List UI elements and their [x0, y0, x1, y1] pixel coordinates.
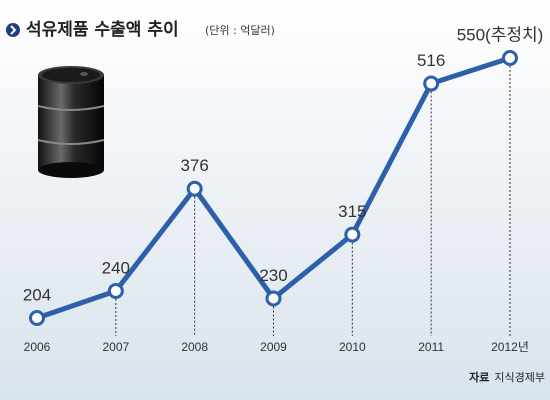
oil-barrel	[37, 66, 105, 178]
x-tick-label: 2011	[418, 340, 444, 354]
x-tick-label: 2012년	[491, 340, 529, 354]
source-text: 지식경제부	[494, 371, 545, 384]
data-point	[29, 310, 45, 326]
title-icon	[6, 23, 20, 37]
value-label: 550(추정치)	[457, 25, 544, 44]
source: 자료 지식경제부	[469, 370, 545, 384]
value-label: 516	[417, 51, 445, 70]
data-point	[265, 290, 282, 307]
x-tick-label: 2007	[102, 340, 129, 354]
x-tick-label: 2006	[24, 340, 51, 354]
x-tick-label: 2009	[260, 340, 287, 354]
value-label: 376	[180, 156, 208, 175]
chart-title: 석유제품 수출액 추이	[26, 20, 179, 40]
data-point	[423, 75, 440, 92]
value-label: 240	[102, 258, 130, 277]
data-point	[502, 50, 518, 66]
data-point	[107, 282, 124, 299]
source-label: 자료	[469, 370, 489, 384]
data-point	[186, 180, 203, 197]
x-tick-label: 2008	[181, 340, 208, 354]
x-tick-label: 2010	[339, 340, 366, 354]
chart-subtitle: (단위 : 억달러)	[205, 24, 275, 37]
data-point	[344, 226, 361, 243]
value-label: 230	[259, 266, 287, 285]
value-label: 204	[23, 285, 51, 304]
value-label: 315	[338, 202, 366, 221]
